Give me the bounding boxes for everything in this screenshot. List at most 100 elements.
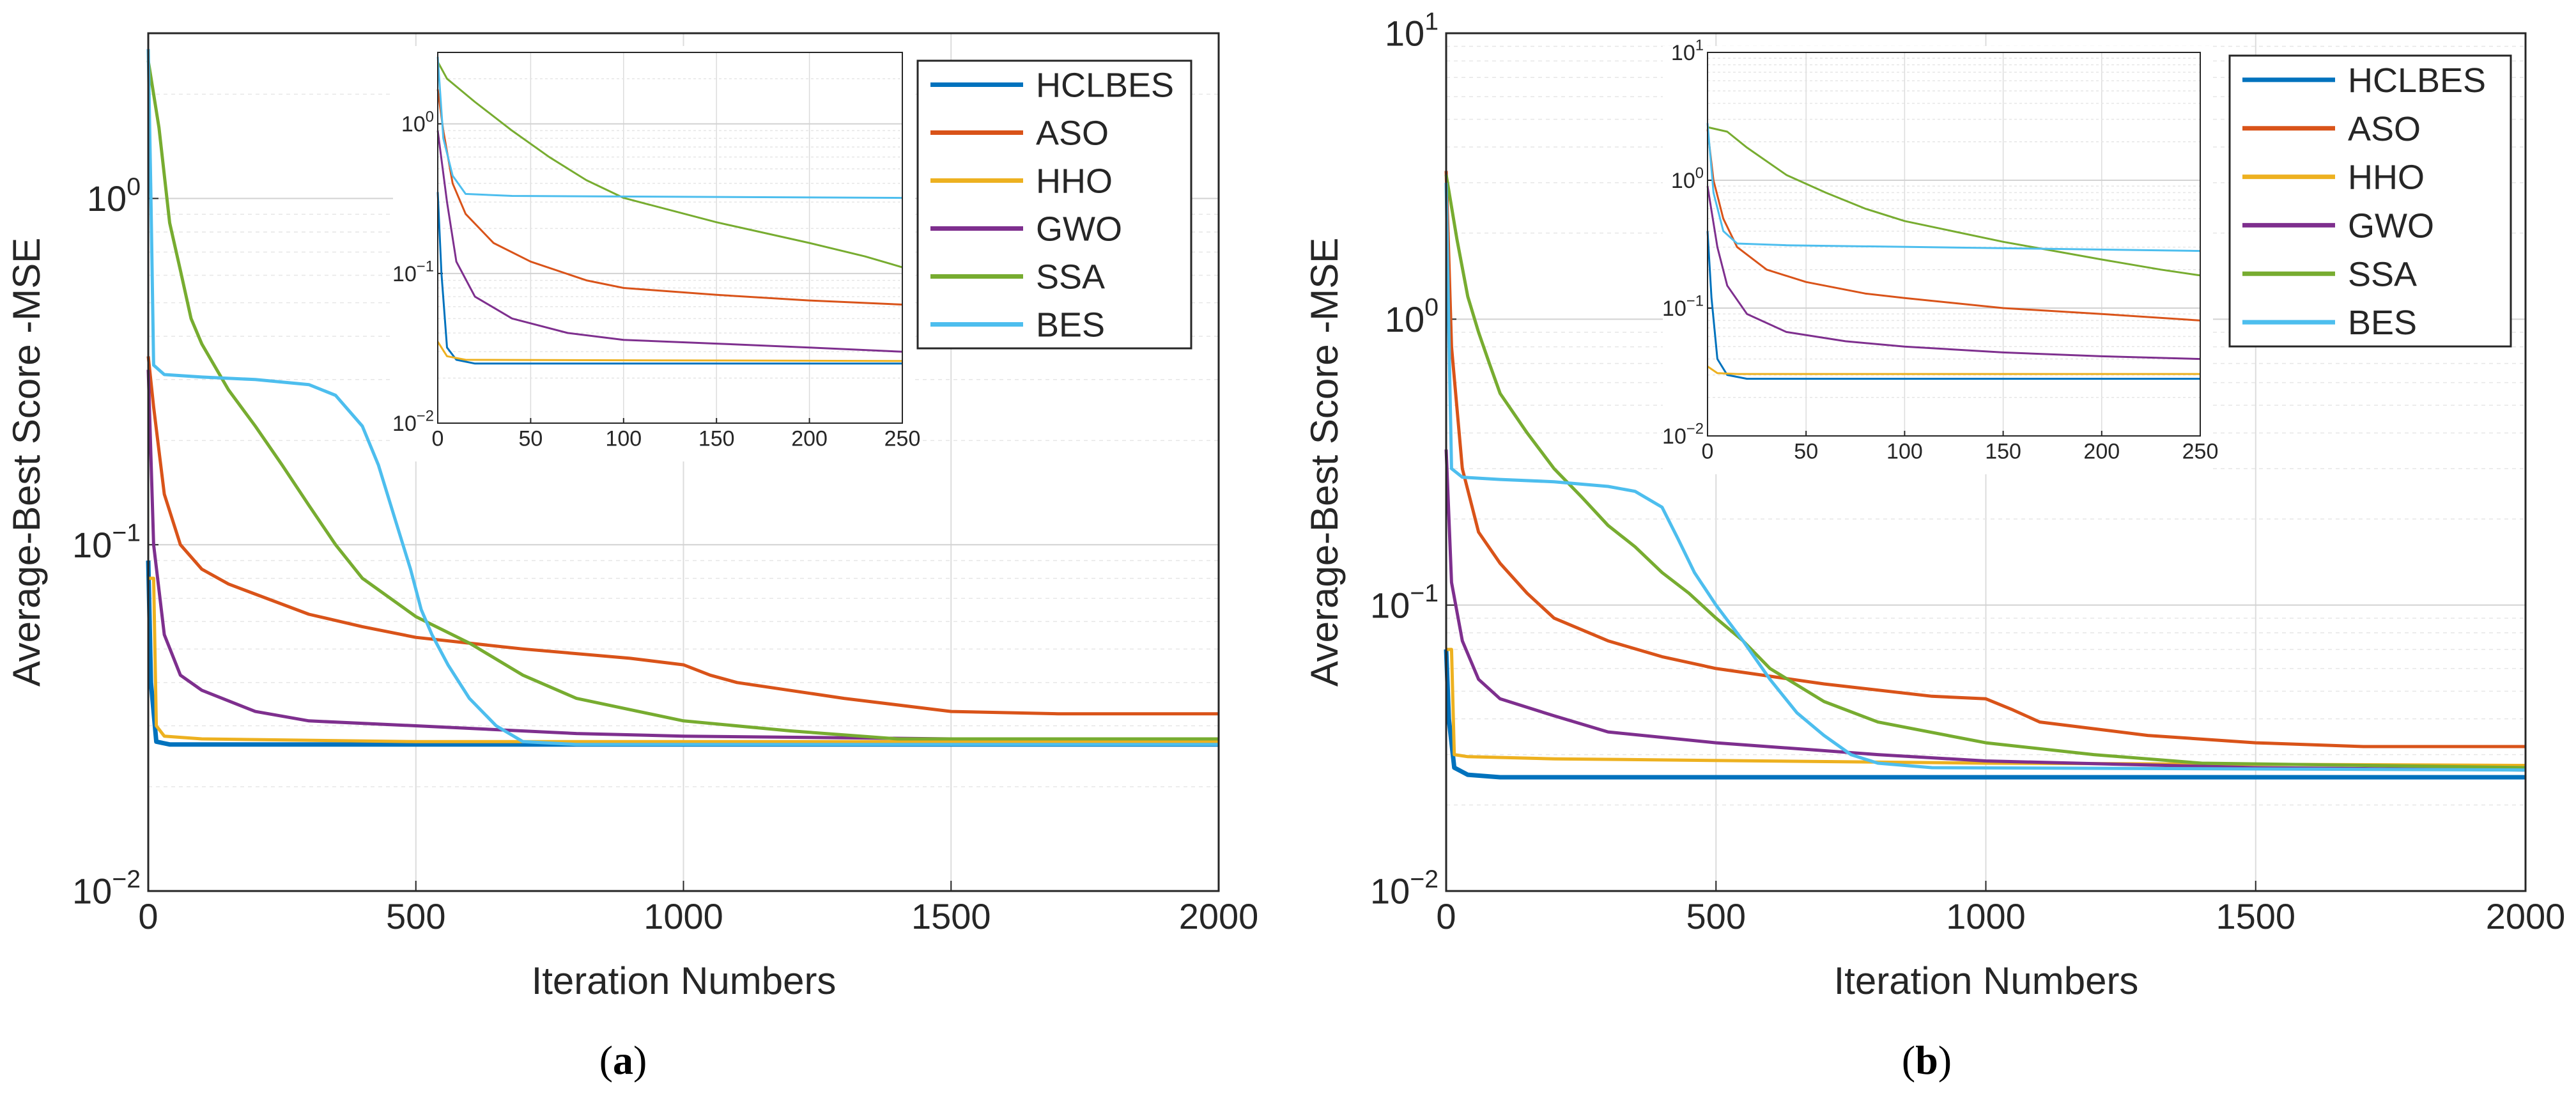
legend-label-hho: HHO — [1036, 162, 1113, 201]
legend-label-hclbes: HCLBES — [2348, 61, 2486, 100]
x-tick-label: 2000 — [2486, 896, 2566, 936]
inset-series-line-bes — [436, 56, 903, 199]
inset-y-tick-label: 10−2 — [392, 408, 434, 436]
x-tick-label: 1000 — [1946, 896, 2026, 936]
inset-x-tick-label: 200 — [791, 427, 828, 451]
series-line-bes — [1444, 182, 2526, 772]
inset-y-tick-label: 100 — [1671, 165, 1704, 193]
inset-y-tick-label: 101 — [1671, 37, 1704, 65]
legend-box — [916, 59, 1192, 350]
inset-series-line-hclbes — [1706, 231, 2200, 380]
y-tick-label: 100 — [1385, 294, 1438, 339]
main-series-group — [146, 49, 1219, 747]
inset-series-line-hclbes — [436, 192, 902, 365]
x-tick-labels: 0 500 1000 1500 2000 — [138, 896, 1258, 936]
inset-y-tick-labels: 10−2 10−1 100 — [392, 108, 434, 436]
inset-x-tick-labels: 0 50 100 150 200 250 — [432, 427, 921, 451]
legend-box — [2228, 54, 2512, 348]
inset-x-tick-label: 250 — [2182, 440, 2219, 464]
x-tick-labels: 0 500 1000 1500 2000 — [1436, 896, 2565, 936]
y-tick-labels: 10−2 10−1 100 101 — [1370, 8, 1438, 911]
series-line-hclbes — [1444, 649, 2526, 780]
inset-x-tick-label: 200 — [2083, 440, 2120, 464]
y-tick-label: 10−2 — [1370, 865, 1438, 911]
inset-y-tick-label: 10−1 — [392, 258, 434, 286]
inset-series-group — [1706, 123, 2201, 380]
series-line-hclbes — [146, 560, 1219, 747]
x-tick-label: 500 — [386, 896, 445, 936]
legend-label-hclbes: HCLBES — [1036, 66, 1174, 105]
legend: HCLBES ASO HHO GWO SSA BES — [2228, 54, 2512, 348]
legend-label-bes: BES — [2348, 304, 2417, 342]
inset-x-tick-label: 250 — [884, 427, 921, 451]
inset-series-line-bes — [1706, 123, 2201, 252]
y-tick-label: 10−2 — [72, 865, 141, 911]
inset-series-line-gwo — [436, 130, 903, 353]
legend-label-aso: ASO — [1036, 114, 1109, 153]
series-line-bes — [146, 49, 1219, 747]
legend-label-hho: HHO — [2348, 159, 2425, 197]
inset-axes-box — [1707, 52, 2201, 437]
x-tick-label: 2000 — [1179, 896, 1259, 936]
x-tick-label: 0 — [1436, 896, 1456, 936]
inset-x-tick-label: 50 — [1794, 440, 1818, 464]
legend-label-ssa: SSA — [1036, 258, 1105, 297]
y-tick-label: 10−1 — [72, 520, 141, 565]
legend: HCLBES ASO HHO GWO SSA BES — [916, 59, 1192, 350]
inset-series-line-gwo — [1706, 185, 2201, 360]
inset-y-tick-labels: 10−2 10−1 100 101 — [1662, 37, 1704, 449]
legend-label-bes: BES — [1036, 306, 1105, 345]
inset-series-group — [436, 56, 903, 365]
series-line-hho — [148, 577, 1219, 743]
inset-x-tick-labels: 0 50 100 150 200 250 — [1702, 440, 2219, 464]
x-axis-label: Iteration Numbers — [1834, 959, 2139, 1002]
inset-x-tick-label: 100 — [1886, 440, 1923, 464]
inset-x-tick-label: 0 — [432, 427, 444, 451]
main-series-group — [1444, 171, 2526, 780]
inset-x-tick-label: 100 — [605, 427, 642, 451]
x-tick-label: 0 — [138, 896, 158, 936]
legend-label-ssa: SSA — [2348, 255, 2417, 293]
inset-series-line-ssa — [436, 61, 903, 268]
inset-x-tick-label: 50 — [518, 427, 543, 451]
inset-series-line-hho — [1707, 365, 2200, 375]
inset-series-line-ssa — [1707, 126, 2201, 277]
y-tick-label: 10−1 — [1370, 580, 1438, 625]
y-tick-label: 100 — [87, 173, 141, 219]
inset-y-tick-label: 10−1 — [1662, 293, 1704, 321]
main-axes-box — [1445, 32, 2527, 892]
legend-label-gwo: GWO — [2348, 206, 2434, 245]
inset-background — [1663, 46, 2213, 474]
inset-background — [393, 46, 915, 461]
x-tick-label: 1000 — [644, 896, 723, 936]
inset-chart: 0 50 100 150 200 250 10−2 10−1 100 — [392, 46, 920, 461]
y-tick-labels: 10−2 10−1 100 — [72, 173, 141, 911]
series-line-hho — [1446, 647, 2526, 767]
y-axis-label: Average-Best Score -MSE — [1303, 238, 1346, 687]
inset-y-tick-label: 100 — [401, 108, 434, 136]
inset-y-tick-label: 10−2 — [1662, 421, 1704, 449]
x-tick-label: 500 — [1686, 896, 1746, 936]
inset-chart: 0 50 100 150 200 250 10−2 10−1 100 101 — [1662, 37, 2218, 474]
series-line-aso — [146, 356, 1219, 716]
main-axes-box — [147, 32, 1220, 892]
y-axis-label: Average-Best Score -MSE — [5, 238, 48, 687]
series-line-ssa — [1444, 174, 2526, 770]
x-tick-label: 1500 — [2216, 896, 2295, 936]
inset-x-tick-label: 0 — [1702, 440, 1714, 464]
legend-label-gwo: GWO — [1036, 210, 1122, 249]
x-tick-label: 1500 — [911, 896, 991, 936]
inset-x-tick-label: 150 — [1985, 440, 2021, 464]
y-tick-label: 101 — [1385, 8, 1438, 53]
inset-series-line-aso — [1706, 129, 2201, 322]
inset-x-tick-label: 150 — [698, 427, 735, 451]
series-line-gwo — [146, 369, 1219, 741]
panel-label: (a) — [599, 1037, 647, 1083]
series-line-aso — [1444, 171, 2526, 748]
inset-series-line-hho — [436, 341, 903, 362]
legend-label-aso: ASO — [2348, 110, 2421, 148]
x-axis-label: Iteration Numbers — [532, 959, 837, 1002]
series-line-gwo — [1444, 449, 2526, 772]
panel-label: (b) — [1902, 1037, 1952, 1083]
